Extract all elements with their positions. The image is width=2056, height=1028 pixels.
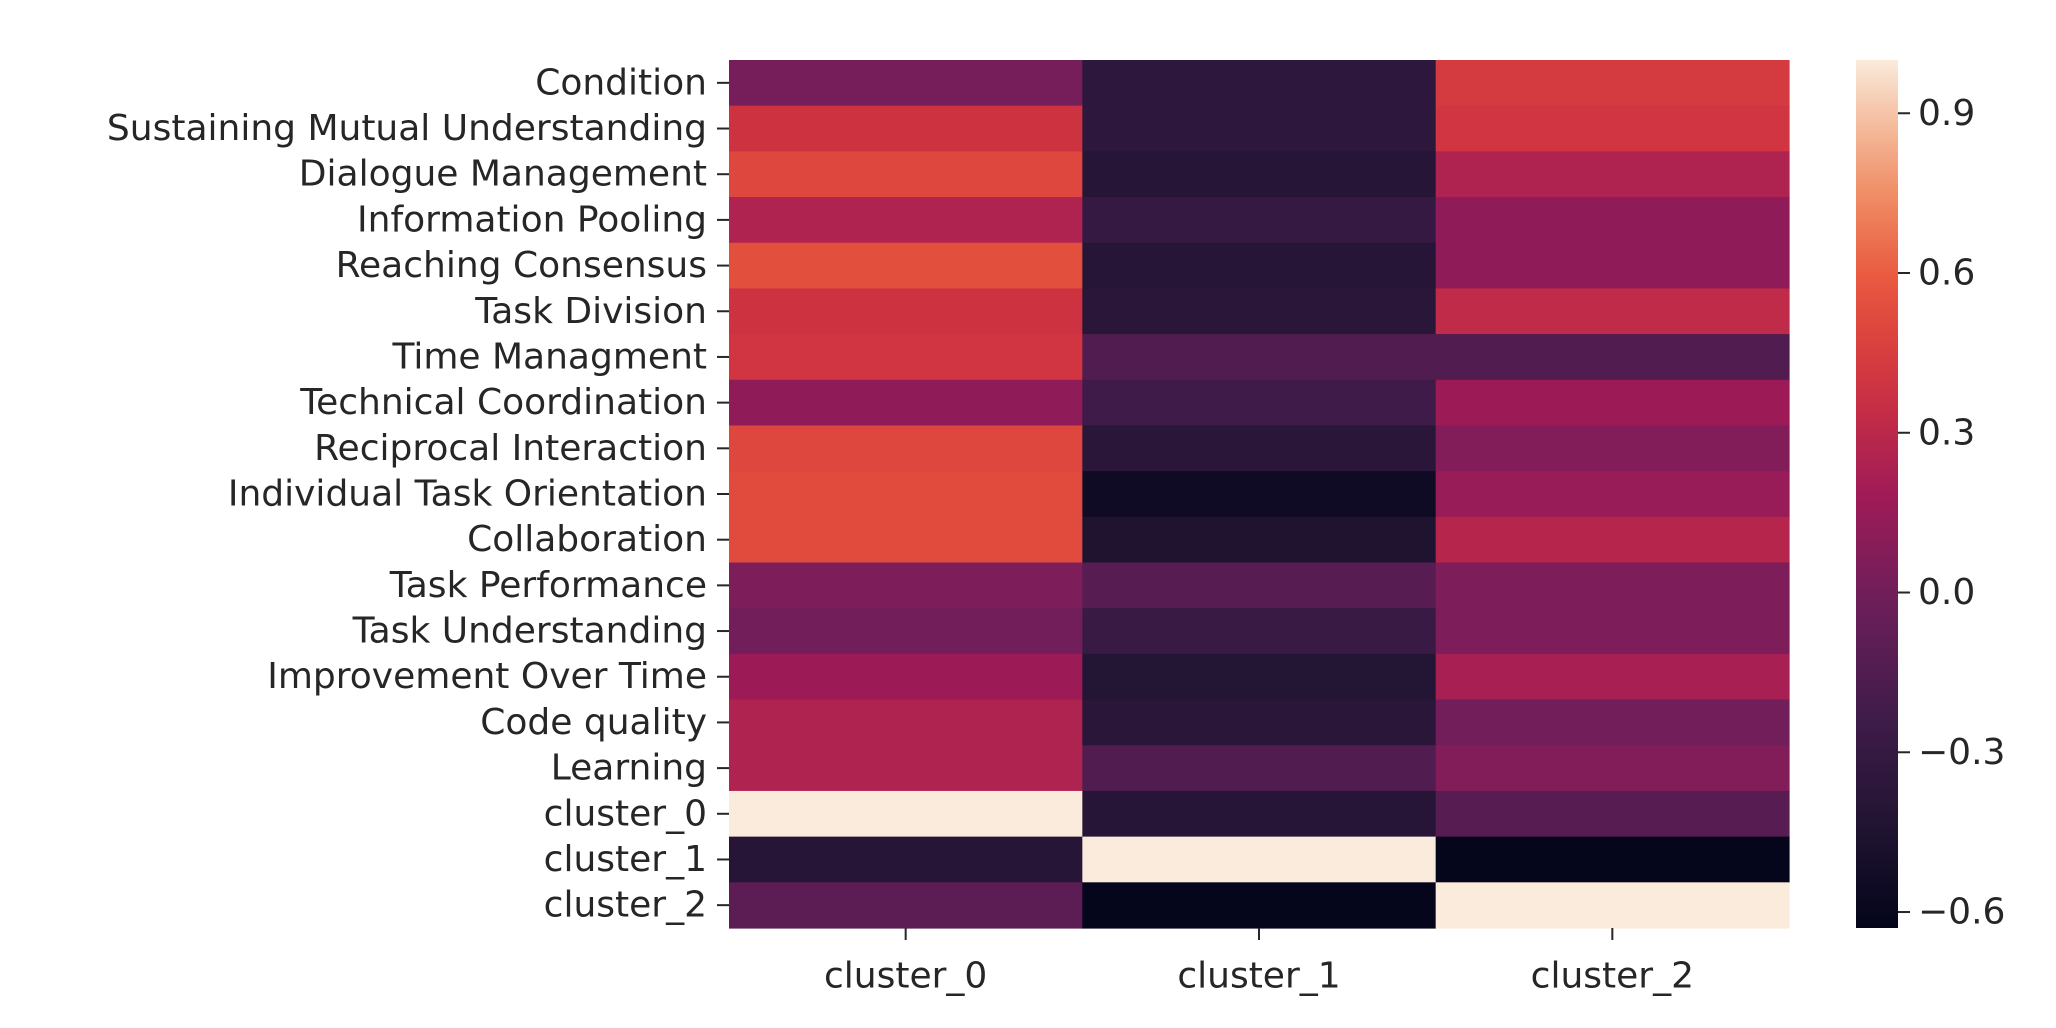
row-label: cluster_2 [544, 885, 707, 926]
row-label: Dialogue Management [299, 154, 707, 195]
row-label: Task Performance [389, 565, 707, 606]
heatmap-cell [1435, 836, 1790, 883]
heatmap-cell [1435, 471, 1790, 518]
heatmap-cell [729, 699, 1083, 746]
heatmap-cell [729, 516, 1083, 564]
heatmap-cell [729, 105, 1083, 152]
row-label: Task Understanding [352, 611, 707, 652]
heatmap-cell [1082, 516, 1437, 564]
column-label: cluster_0 [824, 956, 987, 997]
heatmap-cell [1435, 425, 1790, 472]
row-label: Code quality [480, 702, 707, 743]
row-label: Collaboration [467, 519, 707, 560]
heatmap-cell [729, 562, 1083, 609]
colorbar-tick-label: −0.3 [1918, 732, 2005, 773]
heatmap-cells [729, 60, 1790, 929]
heatmap-cell [1082, 745, 1437, 792]
row-labels: Condition Sustaining Mutual Understanding… [107, 62, 729, 926]
heatmap-cell [729, 745, 1083, 792]
heatmap-cell [729, 790, 1083, 838]
heatmap-cell [1082, 151, 1437, 198]
column-labels: cluster_0 cluster_1 cluster_2 [824, 928, 1694, 997]
colorbar-gradient [1856, 60, 1898, 928]
heatmap-cell [1435, 105, 1790, 152]
row-label: Technical Coordination [299, 382, 707, 423]
colorbar-tick-label: 0.9 [1918, 93, 1975, 134]
colorbar: 0.9 0.6 0.3 0.0 −0.3 −0.6 [1856, 60, 2005, 933]
heatmap-cell [1435, 197, 1790, 244]
heatmap-cell [1435, 60, 1790, 107]
row-label: Reaching Consensus [336, 245, 707, 286]
heatmap-cell [729, 60, 1083, 107]
row-label: Learning [551, 748, 707, 789]
row-label: Improvement Over Time [267, 656, 707, 697]
colorbar-tick-label: 0.6 [1918, 253, 1975, 294]
heatmap-cell [1082, 334, 1437, 381]
heatmap-cell [1082, 882, 1437, 929]
heatmap-cell [1082, 379, 1437, 427]
heatmap-cell [1082, 836, 1437, 883]
heatmap-cell [1082, 471, 1437, 518]
heatmap-cell [1435, 745, 1790, 792]
heatmap-cell [1435, 882, 1790, 929]
row-label: Individual Task Orientation [228, 474, 707, 515]
colorbar-tick-label: −0.6 [1918, 892, 2005, 933]
row-label: Sustaining Mutual Understanding [107, 108, 707, 149]
heatmap-cell [1082, 105, 1437, 152]
row-label: cluster_1 [544, 839, 707, 880]
heatmap-cell [729, 151, 1083, 198]
heatmap-cell [729, 882, 1083, 929]
heatmap-cell [1435, 334, 1790, 381]
heatmap-cell [1435, 562, 1790, 609]
heatmap-cell [1082, 653, 1437, 701]
heatmap-cell [1082, 699, 1437, 746]
colorbar-tick-label: 0.0 [1918, 572, 1975, 613]
heatmap-cell [1435, 699, 1790, 746]
heatmap-cell [1435, 653, 1790, 701]
heatmap-cell [1082, 60, 1437, 107]
heatmap-cell [1435, 242, 1790, 290]
heatmap-cell [1082, 562, 1437, 609]
heatmap-cell [729, 653, 1083, 701]
row-label: Condition [535, 62, 707, 103]
heatmap-cell [1435, 608, 1790, 655]
heatmap-cell [1082, 790, 1437, 838]
heatmap-cell [729, 425, 1083, 472]
heatmap-cell [729, 379, 1083, 427]
row-label: Time Managment [391, 336, 707, 377]
row-label: cluster_0 [544, 793, 707, 834]
heatmap-cell [1435, 516, 1790, 564]
heatmap-cell [1082, 242, 1437, 290]
heatmap-cell [1082, 288, 1437, 335]
heatmap-cell [729, 471, 1083, 518]
colorbar-tick-label: 0.3 [1918, 412, 1975, 453]
heatmap-cell [1082, 425, 1437, 472]
row-label: Task Division [474, 291, 707, 332]
row-label: Information Pooling [357, 199, 707, 240]
heatmap-cell [729, 608, 1083, 655]
heatmap-cell [729, 836, 1083, 883]
heatmap-cell [1435, 288, 1790, 335]
heatmap-cell [1435, 790, 1790, 838]
heatmap-cell [1082, 608, 1437, 655]
heatmap-cell [729, 197, 1083, 244]
column-label: cluster_2 [1531, 956, 1694, 997]
heatmap-cell [729, 334, 1083, 381]
column-label: cluster_1 [1177, 956, 1340, 997]
heatmap-cell [729, 242, 1083, 290]
heatmap-cell [1082, 197, 1437, 244]
heatmap-cell [1435, 151, 1790, 198]
heatmap-cell [729, 288, 1083, 335]
heatmap-cell [1435, 379, 1790, 427]
row-label: Reciprocal Interaction [314, 428, 707, 469]
